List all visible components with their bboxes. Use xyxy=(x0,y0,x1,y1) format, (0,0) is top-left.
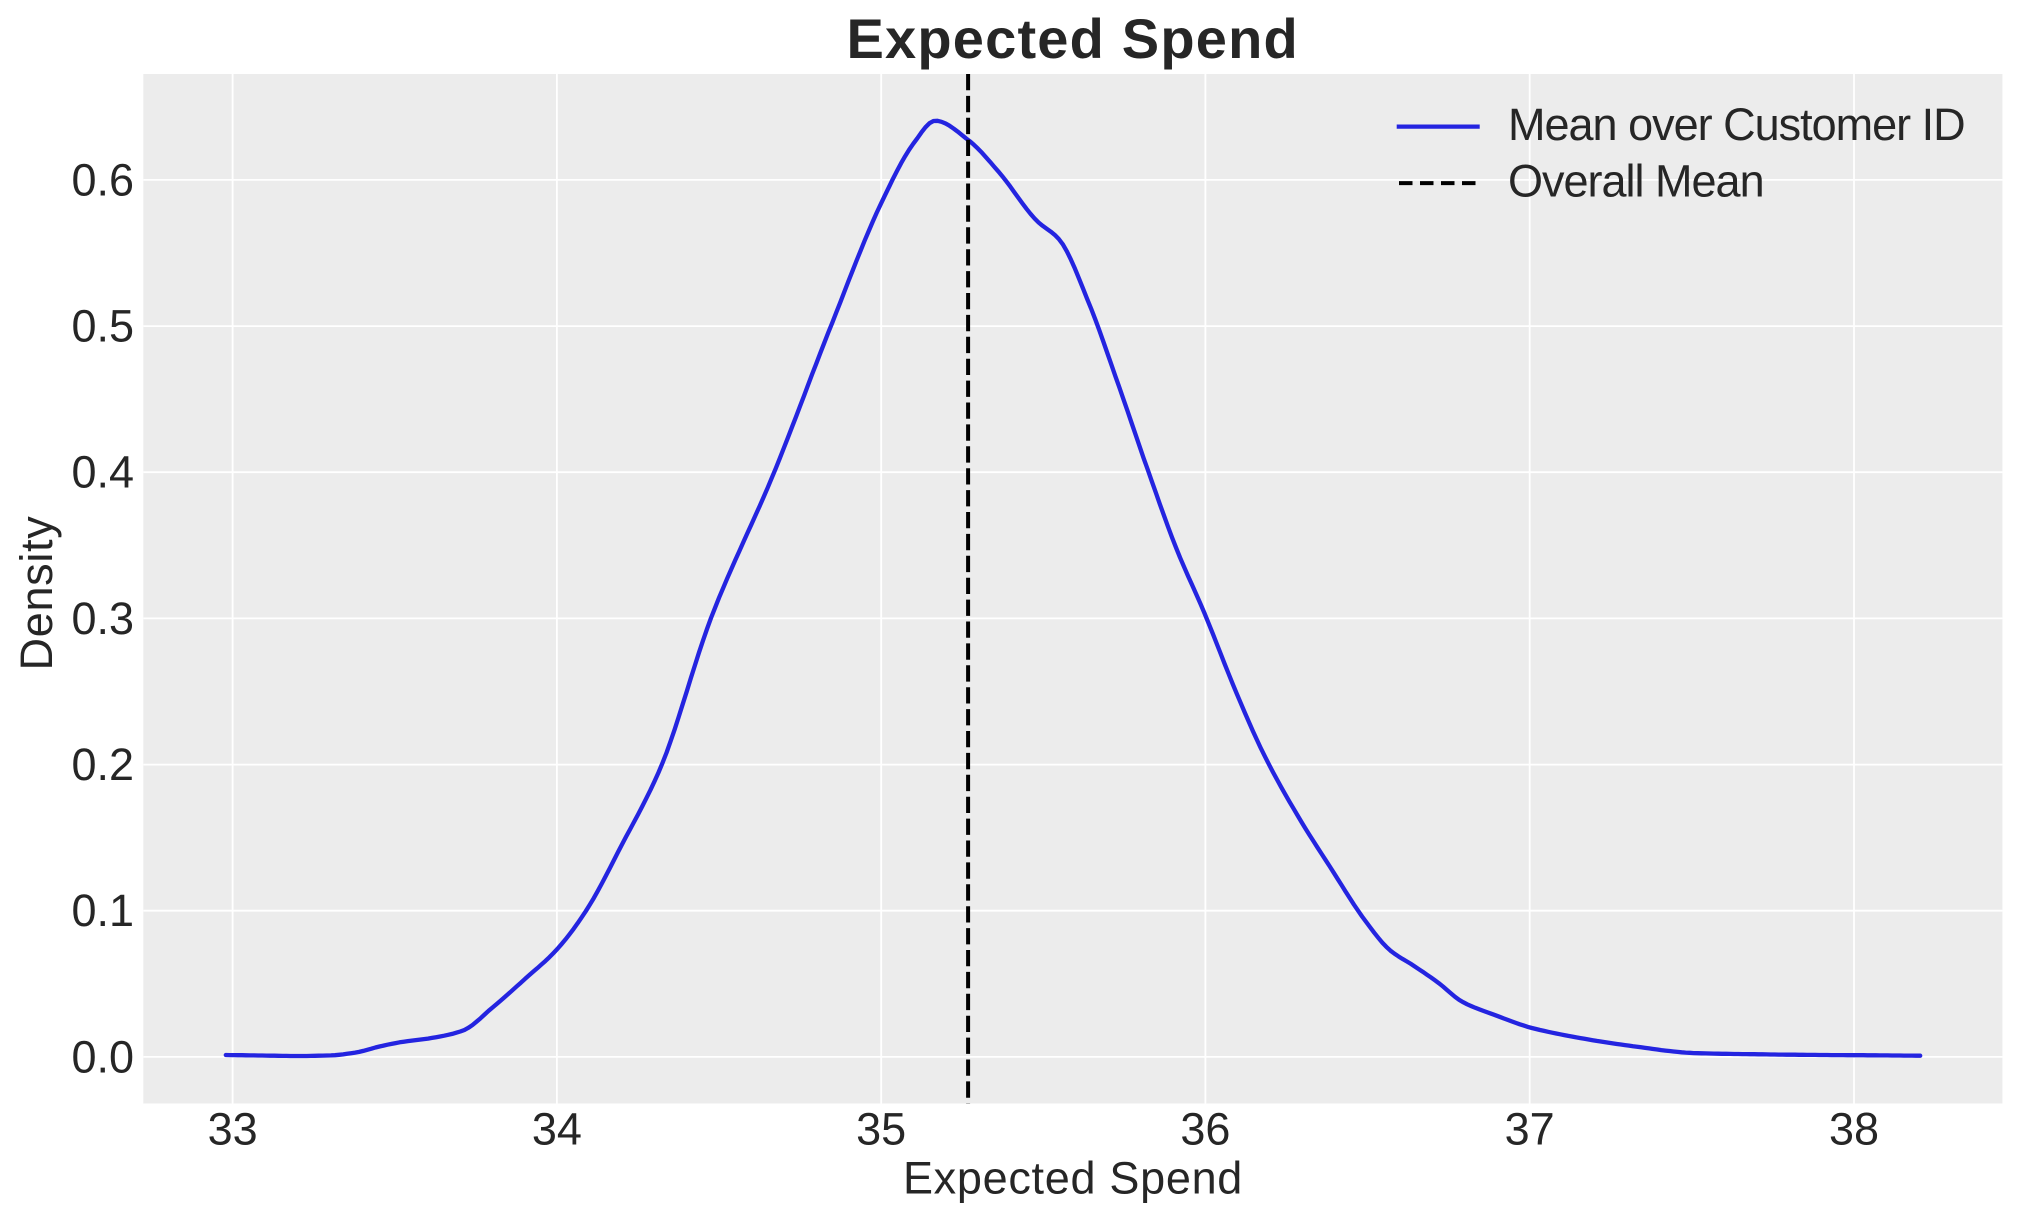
svg-text:0.3: 0.3 xyxy=(71,593,134,644)
svg-text:Overall Mean: Overall Mean xyxy=(1508,155,1764,206)
svg-text:Expected Spend: Expected Spend xyxy=(903,1152,1243,1203)
svg-text:0.0: 0.0 xyxy=(71,1031,134,1082)
svg-text:33: 33 xyxy=(208,1104,258,1155)
svg-text:0.6: 0.6 xyxy=(71,154,134,205)
svg-text:0.2: 0.2 xyxy=(71,739,134,790)
svg-text:0.4: 0.4 xyxy=(71,447,134,498)
svg-text:37: 37 xyxy=(1505,1104,1555,1155)
svg-text:Mean over Customer ID: Mean over Customer ID xyxy=(1508,99,1965,150)
svg-text:38: 38 xyxy=(1829,1104,1879,1155)
svg-text:0.5: 0.5 xyxy=(71,301,134,352)
svg-text:36: 36 xyxy=(1180,1104,1230,1155)
svg-text:35: 35 xyxy=(856,1104,906,1155)
svg-text:34: 34 xyxy=(532,1104,582,1155)
svg-text:Expected Spend: Expected Spend xyxy=(846,7,1298,70)
svg-text:0.1: 0.1 xyxy=(71,885,134,936)
svg-text:Density: Density xyxy=(11,516,62,671)
